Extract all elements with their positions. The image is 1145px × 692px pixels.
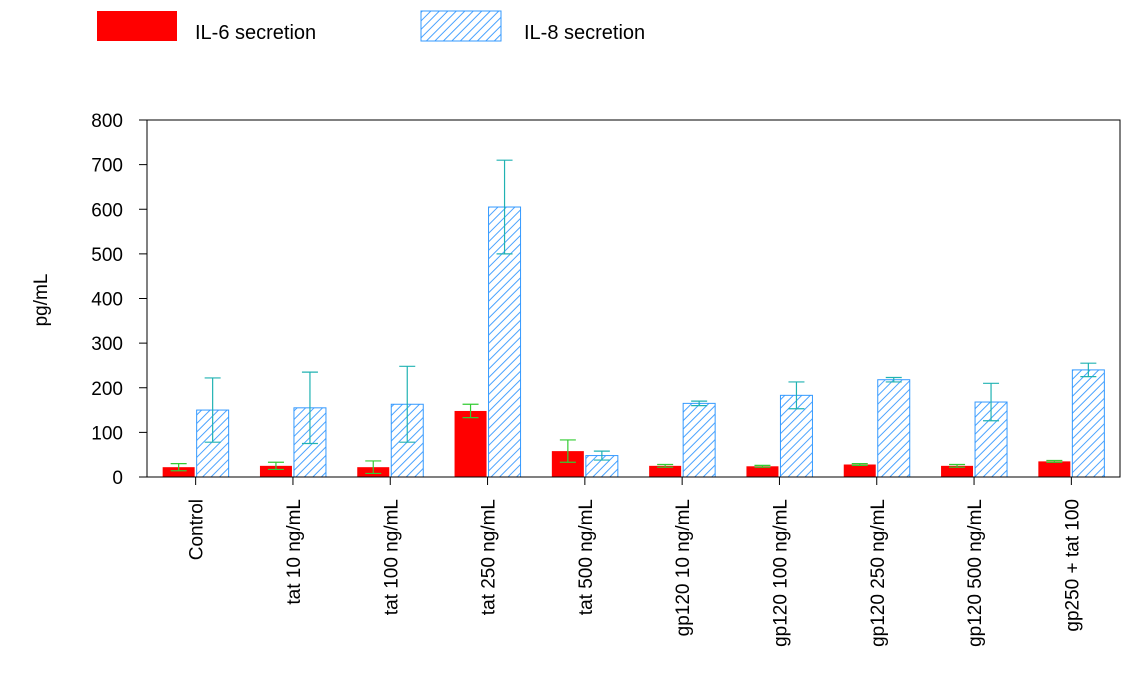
bar-il6 [454,410,487,477]
x-axis-labels: Control tat 10 ng/mL tat 100 ng/mL tat 250 … [187,499,1084,647]
error-bar-il6 [267,461,284,471]
y-tick-label: 300 [91,334,123,355]
y-tick-label: 400 [91,290,123,311]
error-bar-il6 [1046,459,1063,463]
error-bar-il8 [1080,362,1097,378]
error-bar-il6 [462,403,479,419]
y-tick-label: 600 [91,200,123,221]
bar-il8 [877,379,911,478]
y-tick-label: 700 [91,156,123,177]
error-bar-il6 [949,463,966,468]
y-tick-label: 500 [91,245,123,266]
legend-label-il6: IL-6 secretion [195,22,316,44]
bars [162,159,1105,485]
y-tick-label: 100 [91,423,123,444]
bar-il6 [746,466,779,477]
error-bar-il6 [365,460,382,475]
y-axis: 0 100 200 300 400 500 600 700 800 [91,111,147,489]
y-tick-label: 800 [91,111,123,132]
error-bar-il8 [691,400,708,407]
y-tick-label: 0 [112,468,123,489]
error-bar-il6 [754,464,771,468]
error-bar-il6 [559,439,576,463]
error-bar-il8 [983,382,1000,422]
legend: IL-6 secretion IL-8 secretion [97,10,645,44]
x-tick-label: gp120 100 ng/mL [770,499,791,647]
bar-il6 [941,465,974,477]
y-axis-title: pg/mL [31,274,52,327]
legend-swatch-il8 [420,10,502,42]
error-bar-il8 [204,377,221,443]
bar-il6 [843,464,876,477]
error-bar-il8 [788,381,805,410]
x-tick-label: gp120 250 ng/mL [868,499,889,647]
legend-swatch-il6 [97,11,177,41]
error-bar-il6 [657,463,674,468]
x-tick-label: tat 100 ng/mL [381,499,402,615]
error-bar-il8 [496,159,513,255]
bar-il6 [259,465,292,477]
bar-il6 [1038,461,1071,477]
error-bar-il8 [399,365,416,443]
x-tick-label: gp250 + tat 100 [1062,499,1083,632]
x-tick-label: gp120 10 ng/mL [673,499,694,636]
bar-il6 [649,465,682,477]
x-tick-label: gp120 500 ng/mL [965,499,986,647]
x-tick-label: Control [187,499,208,560]
bar-il8 [1071,369,1105,478]
x-tick-label: tat 250 ng/mL [479,499,500,615]
error-bar-il6 [170,463,187,472]
x-tick-label: tat 500 ng/mL [576,499,597,615]
error-bar-il6 [851,463,868,466]
bar-il8 [682,402,716,478]
legend-label-il8: IL-8 secretion [524,22,645,44]
bar-il6 [162,467,195,477]
error-bar-il8 [885,376,902,383]
y-tick-label: 200 [91,379,123,400]
plot-frame [146,119,1121,478]
x-tick-label: tat 10 ng/mL [284,499,305,605]
error-bar-il8 [593,450,610,461]
error-bar-il8 [301,371,318,445]
